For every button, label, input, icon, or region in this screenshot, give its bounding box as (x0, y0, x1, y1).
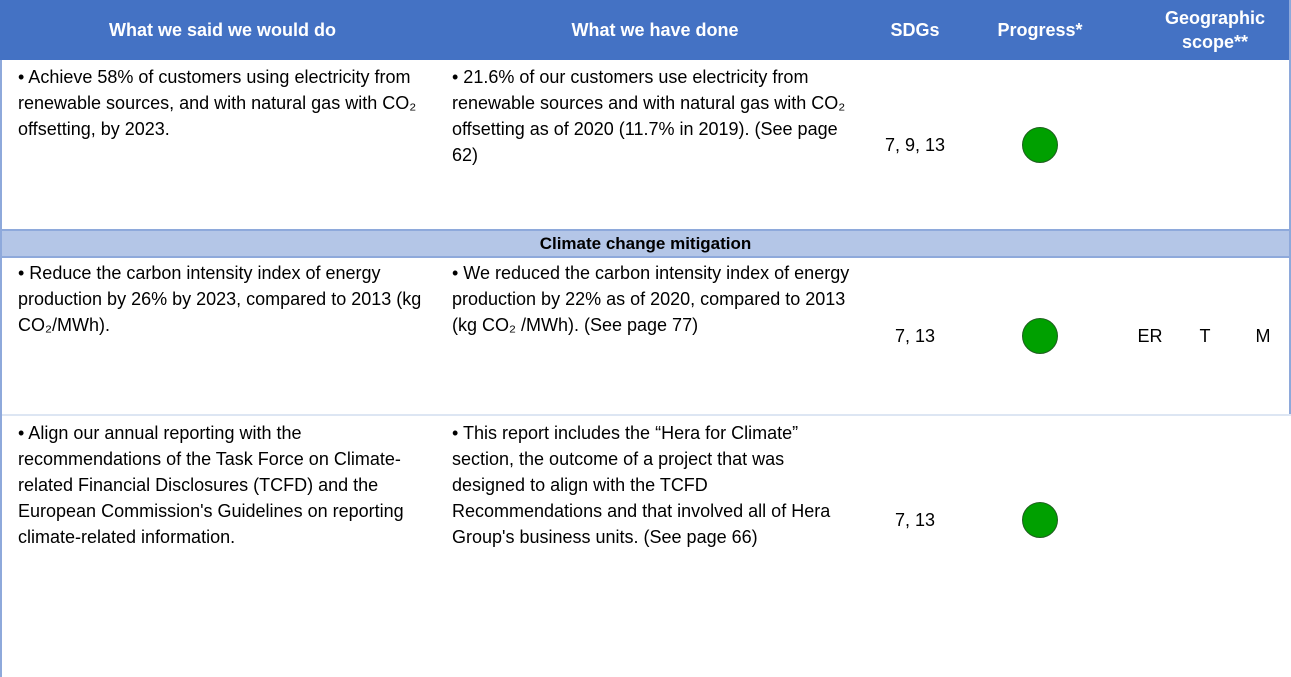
done-cell: • 21.6% of our customers use electricity… (452, 67, 846, 165)
sdgs-cell: 7, 13 (894, 509, 936, 530)
done-cell: • This report includes the “Hera for Cli… (452, 423, 831, 547)
said-cell: • Align our annual reporting with the re… (18, 423, 404, 547)
header-row (0, 0, 1291, 60)
row-border (0, 414, 1291, 416)
progress-cell (965, 415, 1115, 625)
progress-indicator (1022, 502, 1058, 538)
header-cell: What we said we would do (108, 20, 336, 40)
scope-item: ER (1137, 325, 1163, 346)
header-cell: Progress* (997, 20, 1083, 40)
table-border (0, 60, 2, 677)
progress-cell (965, 60, 1115, 230)
scope-item: M (1255, 325, 1271, 346)
sdgs-cell: 7, 13 (894, 325, 936, 346)
row-border (0, 256, 1291, 258)
done-cell: • We reduced the carbon intensity index … (452, 263, 850, 335)
header-cell: SDGs (890, 20, 940, 40)
header-cell: What we have done (571, 20, 739, 40)
row-border (0, 229, 1291, 231)
said-cell: • Reduce the carbon intensity index of e… (18, 263, 422, 335)
section-title: Climate change mitigation (0, 230, 1291, 257)
scope-item: T (1199, 325, 1211, 346)
table-border (1289, 0, 1291, 414)
progress-indicator (1022, 127, 1058, 163)
sdgs-cell: 7, 9, 13 (884, 134, 946, 155)
said-cell: • Achieve 58% of customers using electri… (18, 67, 417, 139)
progress-cell (965, 257, 1115, 415)
header-cell: Geographic scope** (1164, 8, 1266, 52)
progress-indicator (1022, 318, 1058, 354)
